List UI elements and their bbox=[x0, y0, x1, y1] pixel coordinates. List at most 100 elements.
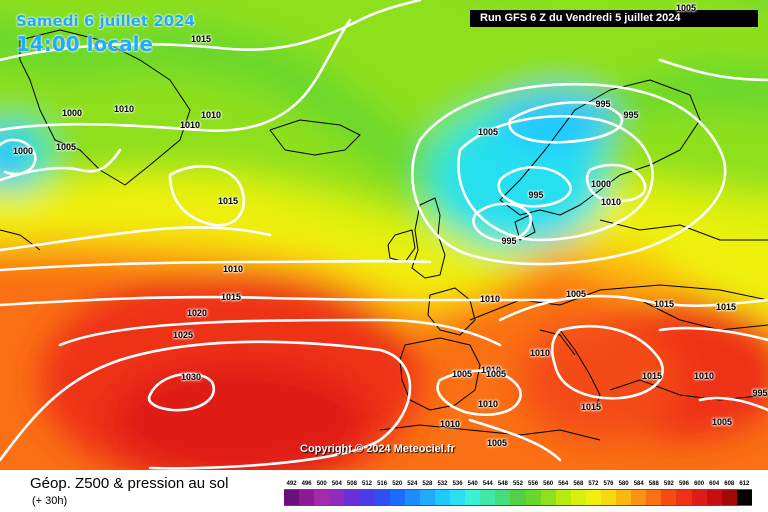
geopotential-map bbox=[0, 0, 768, 470]
scale-color-swatch bbox=[646, 489, 662, 506]
scale-color-swatch bbox=[585, 489, 601, 506]
scale-value-label: 552 bbox=[512, 481, 523, 487]
scale-value-label: 548 bbox=[497, 481, 508, 487]
scale-entry: 536 bbox=[450, 479, 466, 507]
scale-value-label: 580 bbox=[618, 481, 629, 487]
scale-color-swatch bbox=[616, 489, 632, 506]
scale-entry: 532 bbox=[434, 479, 451, 507]
scale-value-label: 544 bbox=[482, 481, 493, 487]
pressure-label: 1010 bbox=[480, 365, 502, 375]
pressure-label: 1010 bbox=[200, 110, 222, 120]
scale-entry: 596 bbox=[676, 479, 692, 507]
pressure-label: 1030 bbox=[180, 372, 202, 382]
pressure-label: 1010 bbox=[600, 197, 622, 207]
scale-color-swatch bbox=[540, 489, 556, 506]
pressure-label: 1010 bbox=[439, 419, 461, 429]
pressure-label: 1010 bbox=[179, 120, 201, 130]
scale-value-label: 600 bbox=[694, 481, 705, 487]
scale-value-label: 512 bbox=[362, 481, 373, 487]
pressure-label: 1015 bbox=[217, 196, 239, 206]
pressure-label: 1025 bbox=[172, 330, 194, 340]
scale-entry: 512 bbox=[359, 479, 375, 507]
isobars bbox=[0, 0, 768, 470]
scale-value-label: 576 bbox=[603, 481, 614, 487]
scale-value-label: 524 bbox=[407, 481, 418, 487]
scale-color-swatch bbox=[284, 489, 300, 506]
scale-color-swatch bbox=[600, 489, 617, 506]
scale-color-swatch bbox=[374, 489, 390, 506]
scale-value-label: 532 bbox=[437, 481, 448, 487]
pressure-label: 1005 bbox=[55, 142, 77, 152]
scale-entry: 524 bbox=[404, 479, 420, 507]
scale-color-swatch bbox=[389, 489, 405, 506]
scale-color-swatch bbox=[495, 489, 511, 506]
scale-color-swatch bbox=[570, 489, 586, 506]
scale-entry: 516 bbox=[374, 479, 390, 507]
scale-value-label: 500 bbox=[316, 481, 327, 487]
scale-value-label: 584 bbox=[633, 481, 644, 487]
scale-color-swatch bbox=[706, 489, 722, 506]
scale-color-swatch bbox=[329, 489, 345, 506]
pressure-label: 1000 bbox=[61, 108, 83, 118]
scale-color-swatch bbox=[419, 489, 435, 506]
model-run-info: Run GFS 6 Z du Vendredi 5 juillet 2024 bbox=[470, 10, 758, 27]
scale-entry: 600 bbox=[691, 479, 707, 507]
scale-value-label: 604 bbox=[709, 481, 720, 487]
scale-color-swatch bbox=[404, 489, 420, 506]
pressure-label: 1005 bbox=[711, 417, 733, 427]
scale-entry: 544 bbox=[480, 479, 496, 507]
scale-entry: 492 bbox=[284, 479, 300, 507]
scale-entry: 580 bbox=[616, 479, 632, 507]
scale-value-label: 608 bbox=[724, 481, 735, 487]
pressure-label: 995 bbox=[528, 190, 544, 200]
scale-value-label: 556 bbox=[528, 481, 539, 487]
scale-entry: 560 bbox=[540, 479, 556, 507]
scale-color-swatch bbox=[721, 489, 737, 506]
scale-entry: 608 bbox=[721, 479, 737, 507]
pressure-label: 1015 bbox=[580, 402, 602, 412]
scale-value-label: 504 bbox=[331, 481, 342, 487]
scale-value-label: 572 bbox=[588, 481, 599, 487]
scale-entry: 576 bbox=[600, 479, 617, 507]
scale-value-label: 592 bbox=[663, 481, 674, 487]
scale-entry: 592 bbox=[661, 479, 677, 507]
pressure-label: 995 bbox=[752, 388, 768, 398]
scale-entry: 504 bbox=[329, 479, 345, 507]
scale-color-swatch bbox=[465, 489, 481, 506]
scale-value-label: 536 bbox=[452, 481, 463, 487]
copyright-notice: Copyright © 2024 Meteociel.fr bbox=[300, 443, 455, 455]
scale-value-label: 596 bbox=[678, 481, 689, 487]
pressure-label: 1005 bbox=[565, 289, 587, 299]
pressure-label: 1005 bbox=[477, 127, 499, 137]
scale-value-label: 540 bbox=[467, 481, 478, 487]
pressure-label: 1010 bbox=[113, 104, 135, 114]
scale-entry: 500 bbox=[314, 479, 330, 507]
scale-value-label: 612 bbox=[739, 481, 750, 487]
scale-color-swatch bbox=[359, 489, 375, 506]
pressure-label: 1010 bbox=[529, 348, 551, 358]
pressure-label: 1005 bbox=[485, 369, 507, 379]
scale-color-swatch bbox=[299, 489, 315, 506]
pressure-label: 1005 bbox=[675, 3, 697, 13]
pressure-label: 1015 bbox=[190, 34, 212, 44]
scale-entry: 612 bbox=[736, 479, 752, 507]
pressure-label: 995 bbox=[623, 110, 639, 120]
geopotential-color-scale: 492 496 500 504 508 512 516 520 524 528 532 536 540 5… bbox=[284, 479, 752, 507]
scale-color-swatch bbox=[676, 489, 692, 506]
scale-value-label: 588 bbox=[648, 481, 659, 487]
scale-value-label: 564 bbox=[558, 481, 569, 487]
scale-entry: 556 bbox=[525, 479, 541, 507]
scale-color-swatch bbox=[450, 489, 466, 506]
pressure-label: 995 bbox=[595, 99, 611, 109]
scale-entry: 520 bbox=[389, 479, 405, 507]
scale-color-swatch bbox=[555, 489, 571, 506]
scale-entry: 508 bbox=[344, 479, 360, 507]
scale-color-swatch bbox=[434, 489, 451, 506]
scale-value-label: 516 bbox=[377, 481, 388, 487]
scale-entry: 564 bbox=[555, 479, 571, 507]
scale-value-label: 528 bbox=[422, 481, 433, 487]
scale-color-swatch bbox=[344, 489, 360, 506]
scale-value-label: 568 bbox=[573, 481, 584, 487]
scale-value-label: 496 bbox=[301, 481, 312, 487]
